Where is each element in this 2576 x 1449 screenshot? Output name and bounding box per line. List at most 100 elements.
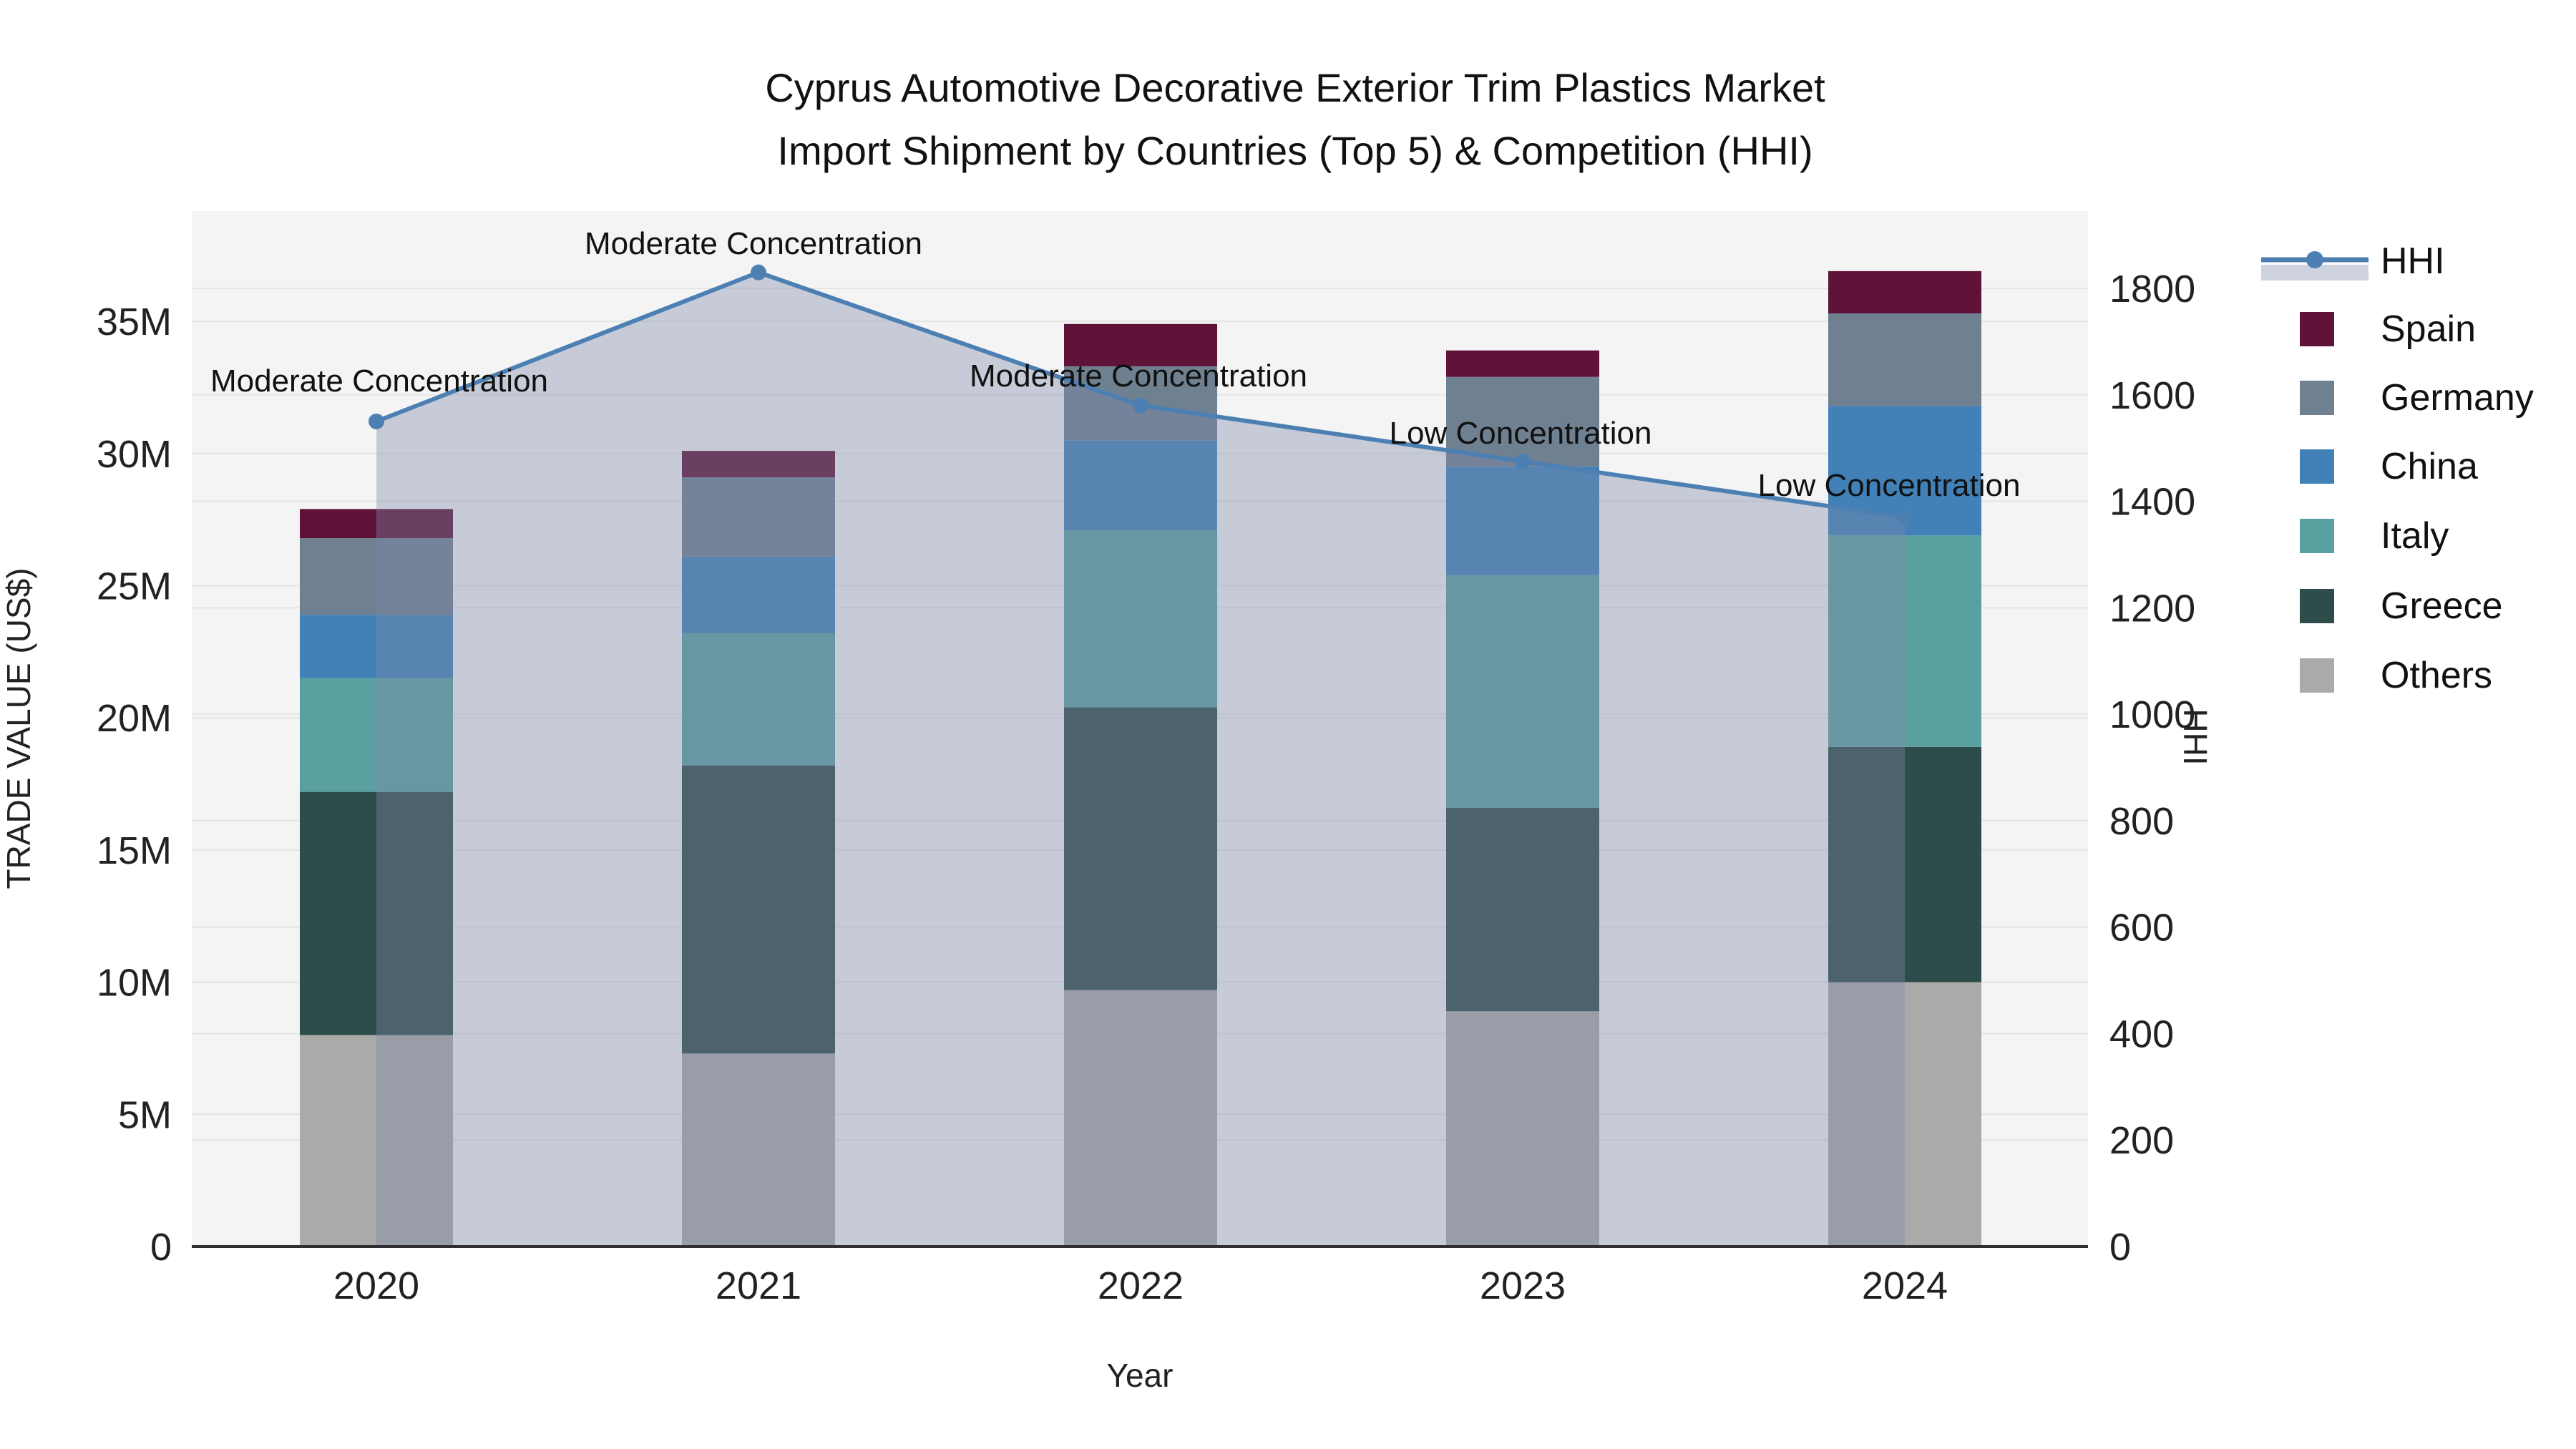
chart-title-line2: Import Shipment by Countries (Top 5) & C… (777, 128, 1813, 173)
bar-segment-italy (682, 633, 835, 766)
y-left-tick-label: 20M (97, 697, 172, 740)
y-left-tick-label: 15M (97, 829, 172, 872)
concentration-annotation: Moderate Concentration (210, 364, 548, 399)
y-left-tick-label: 5M (118, 1093, 172, 1136)
x-tick-label: 2021 (716, 1264, 801, 1307)
x-ticks: 2020 2021 2022 2023 2024 (333, 1264, 1948, 1307)
bar-segment-italy (1828, 535, 1981, 747)
y-left-tick-label: 30M (97, 433, 172, 476)
legend-item-label: China (2381, 446, 2478, 487)
bar-2020 (300, 509, 453, 1246)
y-right-tick-label: 1000 (2109, 693, 2195, 736)
y-left-ticks: 0 5M 10M 15M 20M 25M 30M 35M (97, 301, 172, 1269)
bar-segment-greece (1828, 746, 1981, 982)
legend-color-swatch (2300, 658, 2334, 693)
y-left-tick-label: 25M (97, 565, 172, 608)
y-right-tick-label: 400 (2109, 1013, 2174, 1055)
y-right-tick-label: 1600 (2109, 374, 2195, 417)
bar-2024 (1828, 270, 1981, 1246)
bar-segment-germany (300, 538, 453, 615)
hhi-marker-2024 (1897, 509, 1913, 525)
bar-segment-china (1064, 440, 1217, 530)
bar-segment-china (682, 556, 835, 633)
bar-segment-greece (682, 765, 835, 1054)
legend-hhi-area-swatch (2261, 265, 2368, 280)
legend-item-germany[interactable]: Germany (2300, 377, 2534, 419)
bars (300, 270, 1981, 1246)
hhi-marker-2020 (369, 413, 384, 429)
y-right-tick-label: 0 (2109, 1226, 2131, 1269)
legend-color-swatch (2300, 589, 2334, 623)
bar-segment-greece (1064, 707, 1217, 990)
concentration-annotation: Moderate Concentration (585, 226, 922, 261)
bar-segment-germany (1828, 313, 1981, 406)
hhi-marker-2022 (1133, 397, 1148, 414)
x-axis-title: Year (1107, 1357, 1174, 1394)
bar-segment-spain (682, 451, 835, 478)
bar-segment-others (300, 1035, 453, 1246)
bar-segment-others (682, 1053, 835, 1246)
bar-segment-spain (1828, 270, 1981, 314)
y-left-tick-label: 10M (97, 962, 172, 1005)
bar-segment-spain (1064, 323, 1217, 366)
legend-color-swatch (2300, 312, 2334, 346)
legend-hhi-marker-swatch (2306, 251, 2323, 268)
legend-item-greece[interactable]: Greece (2300, 585, 2503, 627)
y-right-tick-label: 600 (2109, 907, 2174, 950)
legend-item-hhi[interactable]: HHI (2261, 240, 2445, 282)
bar-segment-others (1828, 982, 1981, 1246)
bar-segment-italy (300, 678, 453, 792)
x-tick-label: 2020 (333, 1264, 419, 1307)
bar-2023 (1446, 350, 1599, 1246)
legend-item-label: Spain (2381, 308, 2476, 350)
hhi-line (369, 264, 1913, 525)
y-left-tick-label: 0 (150, 1226, 172, 1269)
y-right-tick-label: 800 (2109, 800, 2174, 843)
chart-title-line1: Cyprus Automotive Decorative Exterior Tr… (765, 65, 1825, 110)
bar-segment-others (1064, 990, 1217, 1246)
y-right-tick-label: 200 (2109, 1119, 2174, 1162)
legend-color-swatch (2300, 519, 2334, 553)
bar-2021 (682, 451, 835, 1246)
legend-item-italy[interactable]: Italy (2300, 515, 2449, 557)
bar-segment-spain (1446, 350, 1599, 377)
y-left-axis-title: TRADE VALUE (US$) (0, 567, 37, 889)
y-right-tick-label: 1800 (2109, 268, 2195, 311)
bar-segment-greece (300, 791, 453, 1035)
legend-item-label: HHI (2381, 240, 2445, 282)
x-tick-label: 2024 (1862, 1264, 1948, 1307)
legend-item-label: Others (2381, 655, 2492, 696)
concentration-annotation: Moderate Concentration (970, 358, 1307, 394)
legend: HHI Spain Germany China Italy Greece Others (2261, 240, 2534, 696)
hhi-marker-2021 (751, 264, 766, 280)
legend-color-swatch (2300, 381, 2334, 415)
hhi-area-fill (376, 272, 1905, 1247)
x-tick-label: 2022 (1098, 1264, 1184, 1307)
bar-segment-china (1446, 467, 1599, 575)
annotations: Moderate Concentration Moderate Concentra… (210, 226, 2020, 503)
hhi-marker-2023 (1515, 453, 1531, 469)
y-right-tick-label: 1400 (2109, 481, 2195, 524)
bar-segment-germany (682, 477, 835, 557)
hhi-area (376, 272, 1905, 1247)
legend-item-spain[interactable]: Spain (2300, 308, 2476, 350)
legend-item-china[interactable]: China (2300, 446, 2478, 487)
concentration-annotation: Low Concentration (1758, 468, 2021, 503)
y-left-tick-label: 35M (97, 301, 172, 343)
legend-color-swatch (2300, 449, 2334, 484)
bar-segment-spain (300, 509, 453, 539)
x-tick-label: 2023 (1480, 1264, 1566, 1307)
bar-segment-italy (1446, 575, 1599, 808)
bar-segment-china (300, 615, 453, 678)
bar-2022 (1064, 323, 1217, 1246)
concentration-annotation: Low Concentration (1390, 416, 1652, 451)
legend-item-label: Germany (2381, 377, 2534, 419)
legend-item-label: Italy (2381, 515, 2449, 557)
y-right-tick-label: 1200 (2109, 587, 2195, 630)
legend-item-label: Greece (2381, 585, 2503, 627)
legend-item-others[interactable]: Others (2300, 655, 2492, 696)
bar-segment-greece (1446, 807, 1599, 1012)
bar-segment-italy (1064, 530, 1217, 708)
